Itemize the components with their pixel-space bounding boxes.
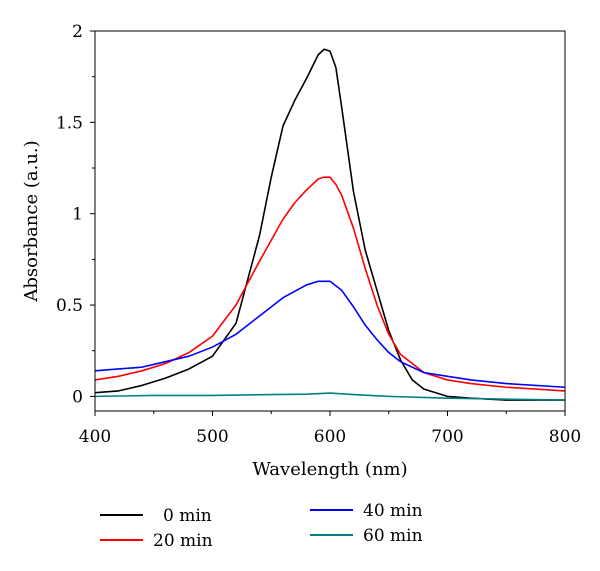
y-tick-label: 1.5 [56,113,83,133]
series-line-40min [94,280,566,389]
y-axis-label: Absorbance (a.u.) [21,140,42,302]
series-line-60min [94,392,566,401]
y-tick-label: 0.5 [56,296,83,316]
legend-item-0min: 0 min [100,506,212,526]
y-tick-label: 2 [72,22,83,42]
y-tick-label: 1 [72,205,83,225]
x-tick-label: 500 [196,427,228,447]
x-tick-label: 800 [549,427,581,447]
plot-frame [94,30,566,412]
legend-label-0min: 0 min [163,506,212,526]
legend-item-40min: 40 min [310,501,423,521]
x-tick-label: 700 [431,427,463,447]
legend-label-20min: 20 min [153,531,213,551]
x-tick-label: 400 [79,427,111,447]
legend-item-20min: 20 min [100,531,213,551]
legend-label-40min: 40 min [363,501,423,521]
legend: 0 min 20 min 40 min 60 min [100,501,423,551]
legend-item-60min: 60 min [310,526,423,546]
x-axis-label: Wavelength (nm) [252,459,407,480]
series-line-0min [94,48,565,401]
series-line-20min [94,176,566,392]
x-tick-label: 600 [314,427,346,447]
ticks-layer: 400 500 600 700 800 0 0.5 1 1.5 2 [56,22,581,447]
y-tick-label: 0 [72,387,83,407]
legend-label-60min: 60 min [363,526,423,546]
series-layer [94,48,566,401]
